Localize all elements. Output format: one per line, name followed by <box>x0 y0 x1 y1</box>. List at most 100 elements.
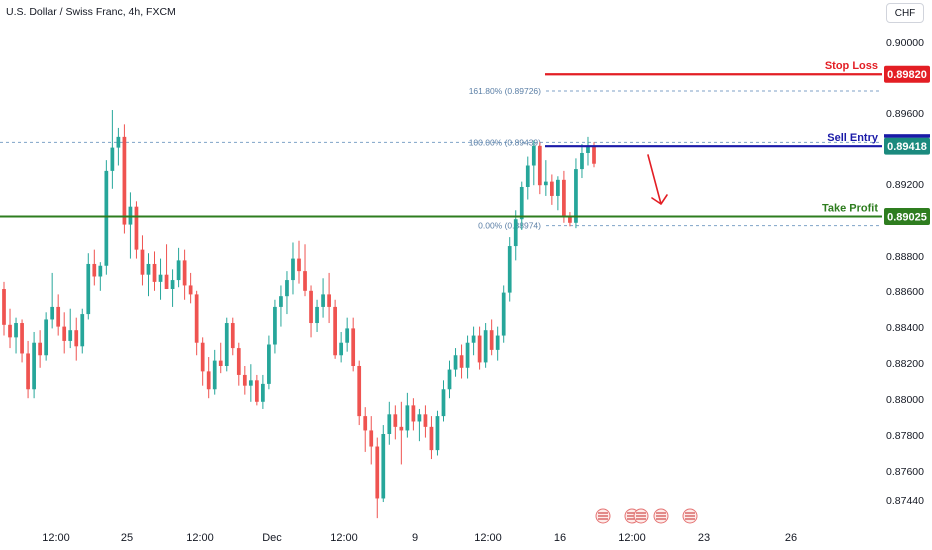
bearish-candle <box>242 365 247 395</box>
bearish-candle <box>8 308 12 349</box>
y-tick-label: 0.88200 <box>886 358 924 370</box>
bearish-candle <box>303 244 307 297</box>
price-axis: 0.90000 0.89600 0.89200 0.88800 0.88600 0.884… <box>886 37 924 507</box>
price-badge <box>884 137 930 155</box>
bullish-candle <box>176 247 181 288</box>
bearish-candle <box>194 290 199 356</box>
bearish-candle <box>459 344 464 379</box>
bullish-candle <box>483 323 488 368</box>
bearish-candle <box>152 251 157 291</box>
economic-events <box>595 508 698 524</box>
bullish-candle <box>381 425 386 503</box>
bearish-candle <box>200 337 205 386</box>
bullish-candle <box>556 176 560 211</box>
currency-button[interactable]: CHF <box>886 3 924 23</box>
bearish-candle <box>357 360 362 426</box>
bullish-candle <box>86 253 91 320</box>
bearish-candle <box>122 124 127 234</box>
bearish-candle <box>393 405 398 440</box>
bearish-candle <box>562 170 566 223</box>
bearish-candle <box>56 294 61 336</box>
x-tick-label: 12:00 <box>474 532 502 544</box>
bearish-candle <box>423 405 428 438</box>
us-flag-icon[interactable] <box>595 508 611 524</box>
bullish-candle <box>574 158 578 229</box>
bullish-candle <box>465 335 470 379</box>
bullish-candle <box>291 242 295 295</box>
bullish-candle <box>519 181 524 230</box>
bullish-candle <box>543 160 548 196</box>
bearish-candle <box>2 281 6 336</box>
bearish-candle <box>206 357 211 399</box>
bearish-candle <box>411 398 416 431</box>
bullish-candle <box>68 308 73 349</box>
bullish-candle <box>50 272 55 329</box>
bearish-candle <box>230 317 235 356</box>
y-tick-label: 0.88000 <box>886 394 924 406</box>
bullish-candle <box>531 140 536 186</box>
bearish-candle <box>369 416 374 465</box>
y-tick-label: 0.87440 <box>886 495 924 507</box>
bullish-candle <box>513 210 518 261</box>
trade-level-label: Take Profit <box>822 203 878 215</box>
bullish-candle <box>212 349 217 395</box>
bearish-candle <box>429 416 434 460</box>
y-tick-label: 0.89600 <box>886 108 924 120</box>
bullish-candle <box>435 410 440 456</box>
bullish-candle <box>453 348 458 377</box>
y-tick-label: 0.88800 <box>886 251 924 263</box>
bullish-candle <box>273 299 277 354</box>
bearish-candle <box>74 317 79 361</box>
bearish-candle <box>26 340 30 399</box>
x-tick-label: 9 <box>412 532 418 544</box>
bullish-candle <box>116 127 121 166</box>
bullish-candle <box>525 156 530 200</box>
bullish-candle <box>170 269 175 307</box>
bullish-candle <box>586 136 590 166</box>
bullish-candle <box>471 326 476 356</box>
fibonacci-levels: 161.80% (0.89726) 100.00% (0.89439) 0.00% … <box>0 86 882 231</box>
trade-levels: Stop Loss 0.89820 Sell Entry 0.89418 Take Pr… <box>0 60 930 226</box>
price-badge <box>884 208 930 226</box>
fib-level-label: 100.00% (0.89439) <box>469 137 541 147</box>
x-tick-label: 26 <box>785 532 797 544</box>
bullish-candle <box>387 401 392 445</box>
bullish-candle <box>495 326 500 361</box>
bullish-candle <box>405 392 410 438</box>
bearish-candle <box>134 201 139 259</box>
bearish-candle <box>327 272 331 324</box>
bearish-candle <box>477 326 482 370</box>
bearish-candle <box>236 342 241 386</box>
x-tick-label: 12:00 <box>330 532 358 544</box>
chart-title: U.S. Dollar / Swiss Franc, 4h, FXCM <box>6 6 176 18</box>
bearish-candle <box>182 249 187 300</box>
bullish-candle <box>507 237 512 302</box>
x-tick-label: 12:00 <box>186 532 214 544</box>
bullish-candle <box>224 317 229 372</box>
trade-level-label: Stop Loss <box>825 60 878 72</box>
price-badge-value: 0.89820 <box>887 69 927 81</box>
down-arrow-icon <box>647 154 668 205</box>
bullish-candle <box>267 335 271 390</box>
bearish-candle <box>188 272 193 304</box>
us-flag-icon[interactable] <box>633 508 649 524</box>
price-badge-value: 0.89418 <box>887 141 927 153</box>
y-tick-label: 0.87800 <box>886 430 924 442</box>
bearish-candle <box>38 330 42 368</box>
bearish-candle <box>297 240 301 284</box>
trade-level-label: Sell Entry <box>827 132 879 144</box>
bearish-candle <box>20 319 24 363</box>
y-tick-label: 0.87600 <box>886 466 924 478</box>
bullish-candle <box>285 271 289 315</box>
bearish-candle <box>489 319 494 356</box>
bullish-candle <box>339 331 344 363</box>
bullish-candle <box>110 110 115 189</box>
us-flag-icon[interactable] <box>682 508 698 524</box>
us-flag-icon[interactable] <box>653 508 669 524</box>
bullish-candle <box>447 360 452 399</box>
bullish-candle <box>501 285 506 343</box>
bullish-candle <box>80 308 85 354</box>
bearish-candle <box>399 401 404 465</box>
bearish-candle <box>309 285 313 338</box>
